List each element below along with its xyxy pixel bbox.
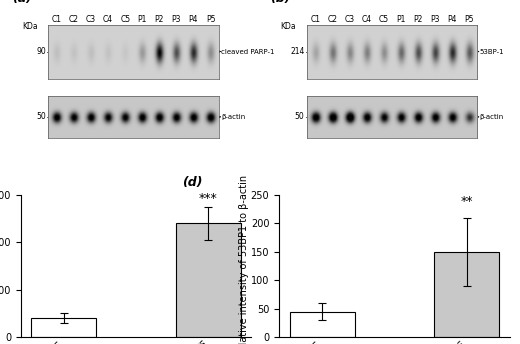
Text: KDa: KDa <box>22 22 37 31</box>
Bar <box>434 252 499 337</box>
Text: 50: 50 <box>295 112 304 121</box>
Text: C2: C2 <box>327 14 337 24</box>
Text: (d): (d) <box>182 176 203 189</box>
Bar <box>290 312 355 337</box>
Text: **: ** <box>460 195 473 207</box>
Text: C2: C2 <box>69 14 79 24</box>
Text: P5: P5 <box>464 14 474 24</box>
Text: 50: 50 <box>36 112 46 121</box>
Text: C5: C5 <box>120 14 131 24</box>
Y-axis label: Relative intensity of 53BP1 to β-actin: Relative intensity of 53BP1 to β-actin <box>239 175 249 344</box>
Text: ***: *** <box>199 192 218 205</box>
Text: P1: P1 <box>396 14 405 24</box>
Bar <box>176 224 241 337</box>
Text: P5: P5 <box>206 14 215 24</box>
Text: (a): (a) <box>11 0 31 4</box>
Text: P2: P2 <box>413 14 422 24</box>
Text: P1: P1 <box>138 14 147 24</box>
Text: (b): (b) <box>270 0 290 4</box>
Text: 214: 214 <box>290 47 304 56</box>
Text: C4: C4 <box>361 14 371 24</box>
Text: P2: P2 <box>154 14 164 24</box>
Text: C5: C5 <box>379 14 388 24</box>
Text: C1: C1 <box>52 14 62 24</box>
Text: β-actin: β-actin <box>222 114 245 120</box>
Text: 90: 90 <box>36 47 46 56</box>
Text: P4: P4 <box>447 14 457 24</box>
Text: C3: C3 <box>344 14 355 24</box>
Text: 53BP-1: 53BP-1 <box>479 49 504 55</box>
Text: C4: C4 <box>103 14 113 24</box>
Text: cleaved PARP-1: cleaved PARP-1 <box>222 49 275 55</box>
Text: P3: P3 <box>430 14 439 24</box>
Text: C1: C1 <box>310 14 320 24</box>
Text: P3: P3 <box>172 14 181 24</box>
Text: KDa: KDa <box>280 22 296 31</box>
Text: C3: C3 <box>86 14 96 24</box>
Bar <box>31 318 96 337</box>
Text: P4: P4 <box>189 14 198 24</box>
Text: β-actin: β-actin <box>479 114 504 120</box>
